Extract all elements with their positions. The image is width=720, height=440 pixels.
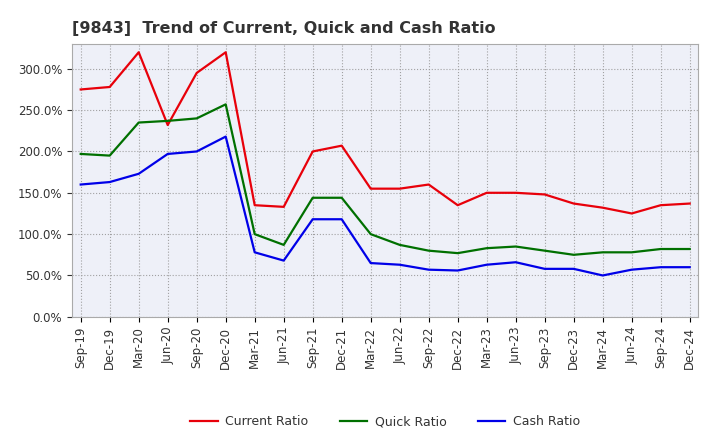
Current Ratio: [685, 201, 694, 206]
Cash Ratio: [192, 149, 201, 154]
Cash Ratio: [598, 273, 607, 278]
Current Ratio: [511, 190, 520, 195]
Cash Ratio: [105, 180, 114, 185]
Quick Ratio: [482, 246, 491, 251]
Cash Ratio: [279, 258, 288, 263]
Quick Ratio: [598, 249, 607, 255]
Current Ratio: [105, 84, 114, 90]
Cash Ratio: [454, 268, 462, 273]
Quick Ratio: [627, 249, 636, 255]
Current Ratio: [454, 202, 462, 208]
Cash Ratio: [251, 249, 259, 255]
Text: [9843]  Trend of Current, Quick and Cash Ratio: [9843] Trend of Current, Quick and Cash …: [72, 21, 495, 36]
Current Ratio: [163, 122, 172, 128]
Current Ratio: [482, 190, 491, 195]
Cash Ratio: [76, 182, 85, 187]
Cash Ratio: [163, 151, 172, 157]
Cash Ratio: [308, 216, 317, 222]
Cash Ratio: [627, 267, 636, 272]
Quick Ratio: [76, 151, 85, 157]
Current Ratio: [657, 202, 665, 208]
Cash Ratio: [424, 267, 433, 272]
Current Ratio: [308, 149, 317, 154]
Current Ratio: [627, 211, 636, 216]
Quick Ratio: [251, 231, 259, 237]
Line: Quick Ratio: Quick Ratio: [81, 104, 690, 255]
Quick Ratio: [511, 244, 520, 249]
Cash Ratio: [541, 266, 549, 271]
Quick Ratio: [135, 120, 143, 125]
Quick Ratio: [657, 246, 665, 252]
Line: Current Ratio: Current Ratio: [81, 52, 690, 213]
Quick Ratio: [308, 195, 317, 200]
Current Ratio: [366, 186, 375, 191]
Current Ratio: [192, 70, 201, 76]
Quick Ratio: [424, 248, 433, 253]
Current Ratio: [395, 186, 404, 191]
Cash Ratio: [685, 264, 694, 270]
Cash Ratio: [366, 260, 375, 266]
Current Ratio: [221, 50, 230, 55]
Quick Ratio: [279, 242, 288, 248]
Quick Ratio: [192, 116, 201, 121]
Quick Ratio: [221, 102, 230, 107]
Cash Ratio: [482, 262, 491, 268]
Cash Ratio: [135, 171, 143, 176]
Quick Ratio: [685, 246, 694, 252]
Current Ratio: [76, 87, 85, 92]
Current Ratio: [135, 50, 143, 55]
Cash Ratio: [657, 264, 665, 270]
Quick Ratio: [105, 153, 114, 158]
Current Ratio: [279, 204, 288, 209]
Line: Cash Ratio: Cash Ratio: [81, 136, 690, 275]
Cash Ratio: [221, 134, 230, 139]
Current Ratio: [251, 202, 259, 208]
Quick Ratio: [338, 195, 346, 200]
Cash Ratio: [570, 266, 578, 271]
Quick Ratio: [366, 231, 375, 237]
Quick Ratio: [395, 242, 404, 248]
Current Ratio: [598, 205, 607, 210]
Current Ratio: [570, 201, 578, 206]
Cash Ratio: [338, 216, 346, 222]
Quick Ratio: [163, 118, 172, 124]
Legend: Current Ratio, Quick Ratio, Cash Ratio: Current Ratio, Quick Ratio, Cash Ratio: [186, 411, 585, 433]
Current Ratio: [541, 192, 549, 197]
Quick Ratio: [454, 250, 462, 256]
Current Ratio: [338, 143, 346, 148]
Cash Ratio: [511, 260, 520, 265]
Quick Ratio: [541, 248, 549, 253]
Current Ratio: [424, 182, 433, 187]
Quick Ratio: [570, 252, 578, 257]
Cash Ratio: [395, 262, 404, 268]
